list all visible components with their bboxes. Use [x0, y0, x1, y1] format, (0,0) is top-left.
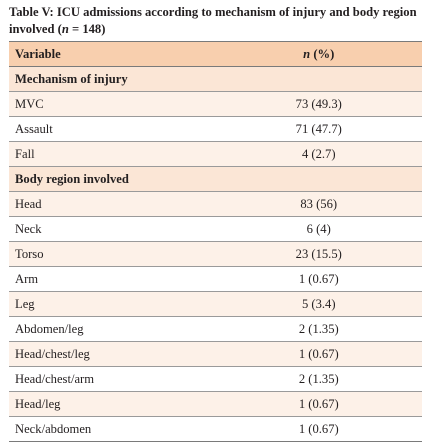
row-value: 1 (0.67) — [215, 341, 422, 367]
caption-suffix: = 148) — [68, 22, 106, 36]
row-value: 1 (0.67) — [215, 266, 422, 292]
section-title: Body region involved — [9, 166, 422, 192]
table-row: Abdomen/leg 2 (1.35) — [9, 316, 422, 342]
row-value: 73 (49.3) — [215, 91, 422, 117]
row-value: 2 (1.35) — [215, 366, 422, 392]
table-caption: Table V: ICU admissions according to mec… — [9, 4, 422, 38]
row-label: MVC — [9, 91, 216, 117]
row-value: 5 (3.4) — [215, 291, 422, 317]
row-label: Fall — [9, 141, 216, 167]
table-row: Head/chest/leg 1 (0.67) — [9, 341, 422, 367]
row-value: 71 (47.7) — [215, 116, 422, 142]
header-pct: (%) — [310, 46, 335, 61]
caption-n-symbol: n — [61, 22, 69, 36]
row-value: 2 (1.35) — [215, 316, 422, 342]
table-row: Leg 5 (3.4) — [9, 291, 422, 317]
row-label: Head — [9, 191, 216, 217]
row-label: Neck/abdomen — [9, 416, 216, 442]
row-value: 83 (56) — [215, 191, 422, 217]
section-row-body-region: Body region involved — [9, 166, 422, 192]
row-value: 1 (0.67) — [215, 391, 422, 417]
table-header-row: Variable n (%) — [9, 41, 422, 67]
table-row: Arm 1 (0.67) — [9, 266, 422, 292]
header-n-symbol: n — [303, 46, 311, 61]
header-n-percent: n (%) — [215, 41, 422, 67]
row-value: 23 (15.5) — [215, 241, 422, 267]
row-label: Leg — [9, 291, 216, 317]
row-label: Head/leg — [9, 391, 216, 417]
row-label: Head/chest/arm — [9, 366, 216, 392]
row-value: 4 (2.7) — [215, 141, 422, 167]
row-label: Neck — [9, 216, 216, 242]
section-row-mechanism: Mechanism of injury — [9, 66, 422, 92]
section-title: Mechanism of injury — [9, 66, 422, 92]
data-table: Variable n (%) Mechanism of injury MVC 7… — [9, 41, 422, 442]
table-row: Neck 6 (4) — [9, 216, 422, 242]
table-row: Head/chest/arm 2 (1.35) — [9, 366, 422, 392]
table-container: Table V: ICU admissions according to mec… — [9, 4, 422, 442]
row-label: Arm — [9, 266, 216, 292]
table-row: Neck/abdomen 1 (0.67) — [9, 416, 422, 442]
caption-prefix: Table V: ICU admissions according to mec… — [9, 5, 417, 36]
table-row: Head 83 (56) — [9, 191, 422, 217]
header-variable: Variable — [9, 41, 216, 67]
table-row: Assault 71 (47.7) — [9, 116, 422, 142]
table-row: Torso 23 (15.5) — [9, 241, 422, 267]
row-value: 6 (4) — [215, 216, 422, 242]
table-row: MVC 73 (49.3) — [9, 91, 422, 117]
table-row: Head/leg 1 (0.67) — [9, 391, 422, 417]
table-row: Fall 4 (2.7) — [9, 141, 422, 167]
row-label: Assault — [9, 116, 216, 142]
row-label: Torso — [9, 241, 216, 267]
row-value: 1 (0.67) — [215, 416, 422, 442]
row-label: Abdomen/leg — [9, 316, 216, 342]
row-label: Head/chest/leg — [9, 341, 216, 367]
